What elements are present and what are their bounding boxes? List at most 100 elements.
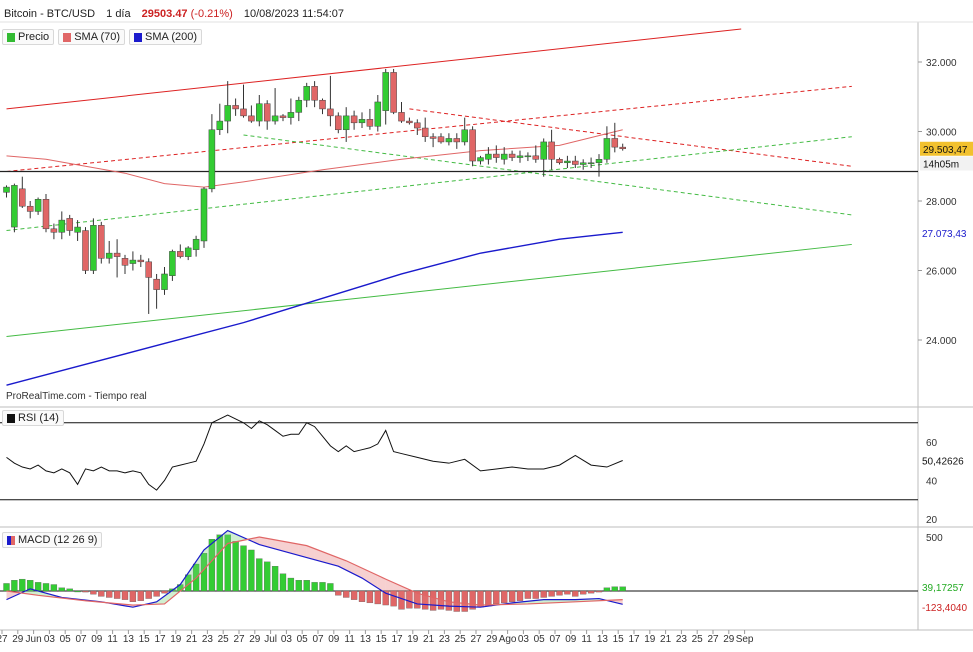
price-change: (-0.21%) xyxy=(190,8,233,20)
candle-body xyxy=(493,153,500,158)
candle xyxy=(477,155,484,165)
macd-cloud xyxy=(614,599,623,605)
macd-hist-bar xyxy=(248,549,255,592)
candle xyxy=(390,68,397,115)
macd-hist-bar xyxy=(106,590,113,598)
candle xyxy=(532,145,540,163)
macd-tick-label: 500 xyxy=(926,533,943,544)
macd-hist-bar xyxy=(556,590,563,596)
candle-timer-tag: 14h05m xyxy=(923,159,959,170)
candle xyxy=(248,105,255,123)
candle xyxy=(58,211,66,240)
macd-cloud xyxy=(6,591,15,600)
x-tick-label: 29 xyxy=(723,634,735,645)
candle-body xyxy=(540,141,547,160)
candle-body xyxy=(256,103,263,122)
trendline-0 xyxy=(6,28,742,110)
candle xyxy=(579,159,587,170)
legend-sma200[interactable]: SMA (200) xyxy=(129,29,203,45)
x-tick-label: Ago xyxy=(499,634,517,645)
macd-cloud xyxy=(164,590,173,604)
macd-cloud xyxy=(267,538,276,549)
candle-body xyxy=(429,136,437,139)
candle xyxy=(105,240,113,264)
macd-cloud xyxy=(290,542,299,556)
candle xyxy=(437,133,445,144)
macd-cloud xyxy=(235,534,244,542)
candle-body xyxy=(74,226,81,233)
legend-sma70-swatch xyxy=(63,32,72,42)
candle xyxy=(556,157,563,165)
candle-body xyxy=(342,115,350,131)
candle-body xyxy=(453,138,461,143)
x-tick-label: 13 xyxy=(597,634,609,645)
macd-hist-bar xyxy=(580,590,587,595)
candle xyxy=(121,254,129,274)
candle xyxy=(327,75,334,127)
candle-body xyxy=(548,141,555,160)
macd-hist-bar xyxy=(350,590,358,600)
x-tick-label: 25 xyxy=(455,634,467,645)
macd-cloud xyxy=(211,537,220,561)
x-tick-label: 09 xyxy=(565,634,577,645)
x-tick-label: 19 xyxy=(407,634,419,645)
candle-body xyxy=(572,160,579,165)
macd-hist-bar xyxy=(532,590,539,599)
candle xyxy=(90,218,97,274)
candle xyxy=(429,133,437,148)
macd-hist-bar xyxy=(34,582,42,592)
legend-price[interactable]: Precio xyxy=(2,29,55,45)
candle-body xyxy=(477,157,484,162)
candle-body xyxy=(240,108,247,117)
macd-hist-bar xyxy=(548,590,555,597)
macd-cloud xyxy=(543,599,552,604)
candle-body xyxy=(263,103,271,122)
candle-body xyxy=(113,252,121,257)
macd-cloud xyxy=(425,595,434,606)
legend-sma70[interactable]: SMA (70) xyxy=(58,29,126,45)
macd-line xyxy=(6,529,623,608)
macd-hist-bar xyxy=(50,584,58,592)
macd-hist-bar xyxy=(619,586,626,592)
macd-cloud xyxy=(393,582,402,599)
candle-body xyxy=(216,120,224,131)
interval-label[interactable]: 1 día xyxy=(106,8,131,20)
macd-hist-bar xyxy=(429,590,437,611)
macd-hist-bar xyxy=(161,590,168,594)
candle-body xyxy=(161,273,168,290)
x-tick-label: 27 xyxy=(470,634,482,645)
candle xyxy=(66,214,73,236)
candle-body xyxy=(508,153,516,158)
candle-body xyxy=(137,259,145,263)
candle xyxy=(153,273,160,309)
candle xyxy=(113,239,121,278)
macd-hist-bar xyxy=(58,587,65,592)
macd-hist-bar xyxy=(572,590,579,597)
candle-body xyxy=(335,115,342,131)
candle-body xyxy=(303,86,310,101)
macd-hist-bar xyxy=(469,590,476,610)
candle xyxy=(287,98,295,125)
rsi-pane-label[interactable]: RSI (14) xyxy=(2,410,64,426)
candle xyxy=(129,251,137,271)
macd-hist-bar xyxy=(19,578,26,592)
x-tick-label: 03 xyxy=(281,634,293,645)
candle xyxy=(82,227,89,274)
macd-cloud xyxy=(417,593,426,605)
x-tick-label: 29 xyxy=(249,634,261,645)
macd-hist-bar xyxy=(414,590,421,609)
price-pane xyxy=(0,28,918,386)
macd-cloud xyxy=(283,541,291,554)
candle-body xyxy=(145,261,152,278)
macd-hist-bar xyxy=(603,587,611,592)
rsi-line xyxy=(6,414,623,491)
macd-cloud xyxy=(204,543,212,570)
candle xyxy=(11,183,18,233)
macd-pane-label[interactable]: MACD (12 26 9) xyxy=(2,532,103,548)
macd-hist-bar xyxy=(343,590,350,598)
macd-cloud xyxy=(275,539,283,552)
candle xyxy=(3,185,10,198)
x-tick-label: 03 xyxy=(44,634,56,645)
candle-body xyxy=(26,205,34,212)
